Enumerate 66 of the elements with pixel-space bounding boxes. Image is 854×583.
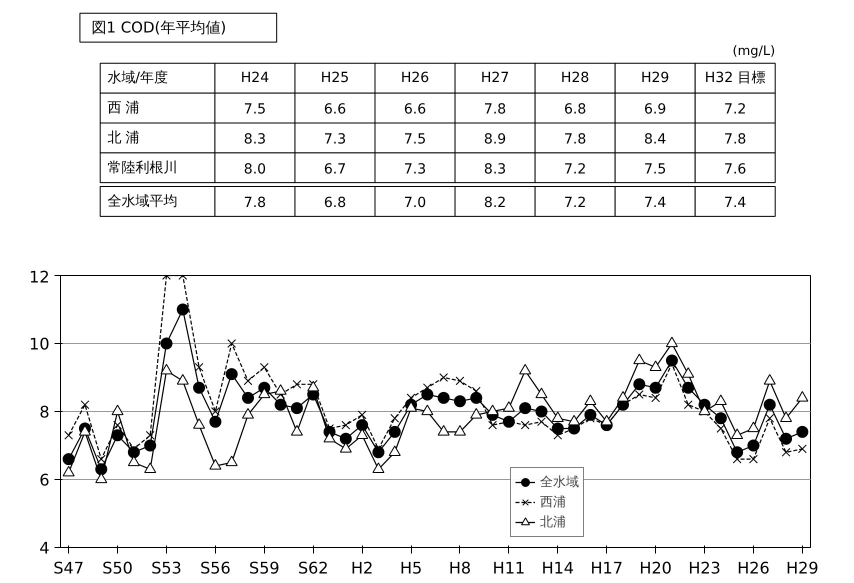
data-label: 7.5 — [644, 161, 666, 178]
data-label: 8.9 — [484, 131, 506, 148]
x-tick-label: H29 — [640, 70, 670, 86]
x-tick-label: H26 — [737, 558, 770, 578]
y-tick-label: 西 浦 — [107, 100, 140, 116]
x-tick-label: S50 — [102, 558, 133, 578]
y-tick-label: 12 — [29, 268, 50, 286]
data-label: 8.3 — [244, 131, 266, 148]
data-label: 6.6 — [404, 102, 426, 118]
data-label: 6.8 — [564, 102, 586, 118]
data-label: 8.3 — [484, 161, 506, 178]
data-label: 7.0 — [404, 194, 426, 211]
data-label: 6.8 — [324, 194, 346, 211]
legend-label: 西浦 — [540, 494, 566, 511]
data-label: 8.4 — [644, 131, 666, 148]
x-tick-label: H27 — [480, 70, 510, 86]
data-label: 7.8 — [244, 194, 266, 211]
data-label: 7.5 — [244, 102, 266, 118]
y-tick-label: 常陸利根川 — [107, 160, 178, 176]
y-tick-label: 北 浦 — [107, 130, 140, 146]
x-tick-label: S56 — [200, 558, 231, 578]
data-label: 8.2 — [484, 194, 506, 211]
x-tick-label: H11 — [492, 558, 526, 578]
x-tick-label: S53 — [151, 558, 182, 578]
x-tick-label: H32 目標 — [704, 70, 766, 86]
x-tick-label: H2 — [351, 558, 374, 578]
x-tick-label: H28 — [560, 70, 590, 86]
data-label: 7.2 — [564, 194, 586, 211]
chart-title: 図1 COD(年平均値) — [91, 18, 226, 37]
data-label: 7.2 — [564, 161, 586, 178]
x-tick-label: S62 — [298, 558, 328, 578]
data-label: 7.6 — [724, 161, 746, 178]
text: (mg/L) — [732, 44, 776, 60]
data-label: 7.3 — [324, 131, 346, 148]
data-label: 7.4 — [644, 194, 666, 211]
legend-label: 全水域 — [540, 474, 579, 491]
x-tick-label: H14 — [542, 558, 574, 578]
data-label: 6.6 — [324, 102, 346, 118]
data-label: 6.7 — [324, 161, 346, 178]
data-label: 7.8 — [484, 102, 506, 118]
data-label: 7.3 — [404, 161, 426, 178]
x-tick-label: H26 — [400, 70, 430, 86]
data-label: 7.2 — [724, 102, 746, 118]
x-tick-label: H23 — [688, 558, 721, 578]
x-tick-label: H24 — [240, 70, 270, 86]
x-tick-label: H17 — [590, 558, 623, 578]
x-tick-label: H25 — [320, 70, 350, 86]
data-label: 6.9 — [644, 102, 666, 118]
x-tick-label: S59 — [249, 558, 280, 578]
legend-label: 北浦 — [540, 514, 566, 531]
y-tick-label: 4 — [39, 538, 50, 558]
data-label: 7.8 — [724, 131, 746, 148]
x-tick-label: H29 — [786, 558, 819, 578]
data-label: 7.4 — [724, 194, 746, 211]
data-label: 7.5 — [404, 131, 426, 148]
data-label: 7.8 — [564, 131, 586, 148]
text: 水域/年度 — [107, 70, 168, 86]
x-tick-label: S47 — [53, 558, 84, 578]
data-label: 8.0 — [244, 161, 266, 178]
x-tick-label: H20 — [639, 558, 672, 578]
y-tick-label: 6 — [39, 470, 50, 490]
y-tick-label: 10 — [29, 334, 50, 354]
x-tick-label: H8 — [448, 558, 472, 578]
y-tick-label: 8 — [39, 402, 50, 422]
x-tick-label: H5 — [400, 558, 422, 578]
y-tick-label: 全水域平均 — [107, 193, 178, 210]
